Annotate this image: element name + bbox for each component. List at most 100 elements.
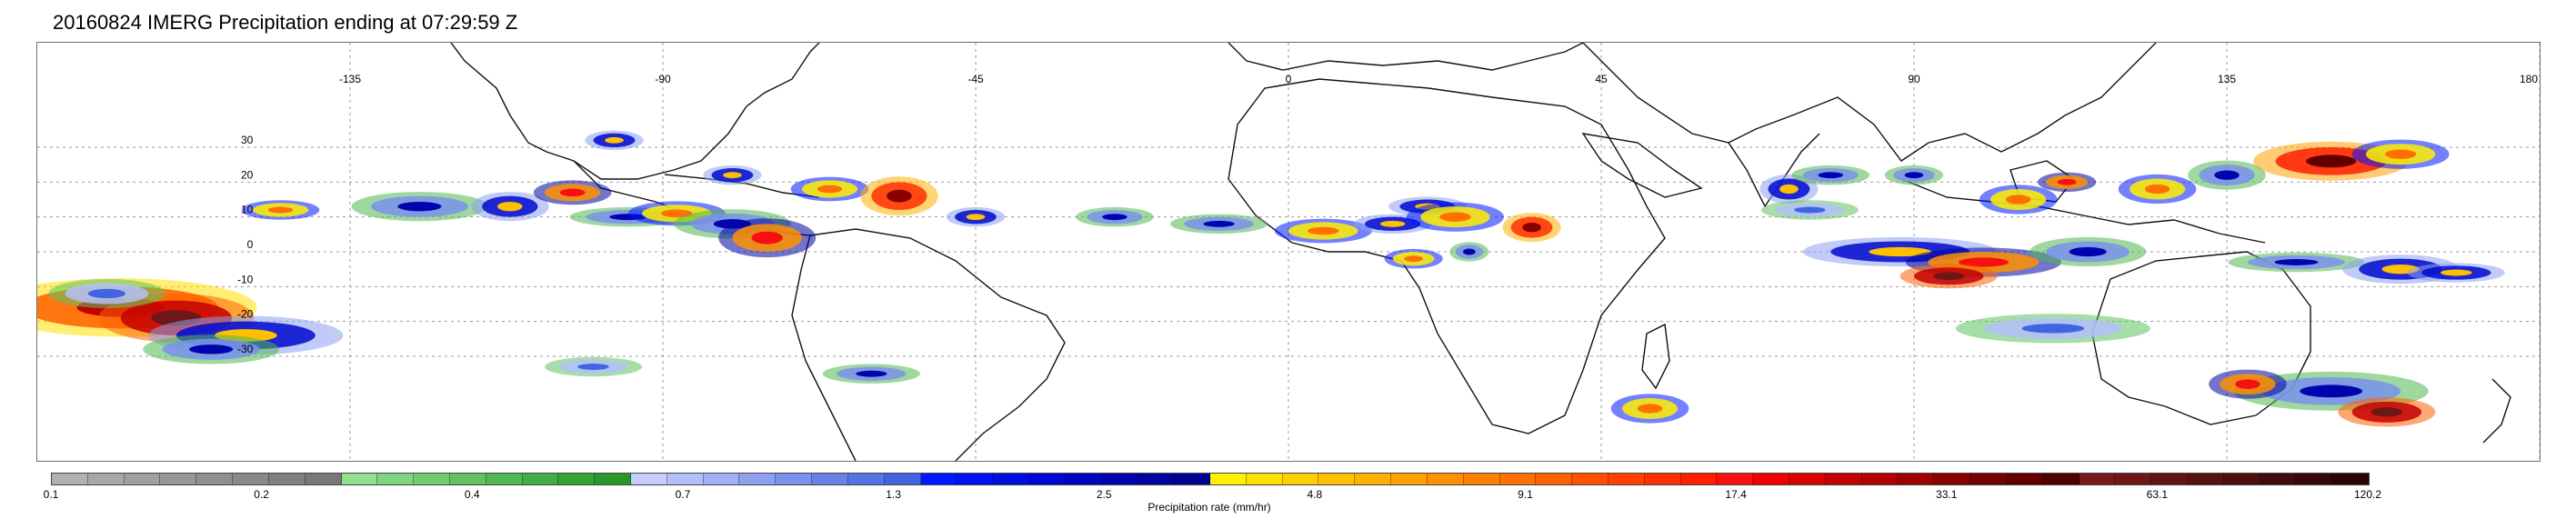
colorbar-segment [1028, 474, 1066, 484]
lat-tick-label: 10 [241, 204, 254, 216]
precip-cell-core [267, 206, 294, 214]
colorbar-segment [124, 474, 161, 484]
colorbar-segment [957, 474, 994, 484]
coastline-madagascar [1641, 323, 1670, 390]
colorbar-segment [1572, 474, 1609, 484]
colorbar-segment [486, 474, 523, 484]
lat-tick-label: 30 [241, 134, 254, 146]
precip-cell-core [1779, 184, 1799, 195]
colorbar-segment [776, 474, 813, 484]
precip-cell-core [1522, 222, 1541, 233]
colorbar-tick-label: 9.1 [1518, 488, 1533, 501]
precip-cell-core [189, 344, 234, 354]
precip-cell-core [2300, 384, 2363, 398]
colorbar-segment [1138, 474, 1175, 484]
precipitation-layer [37, 130, 2505, 427]
precip-cell-core [1869, 246, 1932, 257]
precip-cell-core [559, 188, 586, 197]
precip-cell-core [2306, 155, 2357, 168]
precip-cell-core [2144, 184, 2170, 195]
colorbar-segment [739, 474, 777, 484]
lon-tick-label: 90 [1908, 73, 1920, 85]
precip-cell-core [1637, 404, 1663, 414]
lon-tick-label: 0 [1286, 73, 1292, 85]
colorbar-segment [847, 474, 885, 484]
lon-tick-label: 180 [2520, 73, 2538, 85]
colorbar-tick-label: 120.2 [2353, 488, 2382, 501]
colorbar-segment [2296, 474, 2333, 484]
precip-cell-core [577, 364, 609, 370]
colorbar-tick-label: 2.5 [1096, 488, 1112, 501]
precip-cell-core [2021, 324, 2085, 334]
colorbar-segment [1825, 474, 1862, 484]
lon-tick-label: 45 [1595, 73, 1608, 85]
colorbar-segment [196, 474, 234, 484]
lat-tick-label: 20 [241, 168, 254, 181]
precipitation-map: 30 20 10 0 -10 -20 -30 -135 -90 -45 0 45 90 135 180 [36, 42, 2541, 462]
colorbar-tick-label: 0.1 [43, 488, 59, 501]
colorbar-segment [1861, 474, 1899, 484]
lon-tick-label: -45 [967, 73, 984, 85]
colorbar-segment [233, 474, 269, 484]
longitude-labels: -135 -90 -45 0 45 90 135 180 [339, 73, 2538, 85]
colorbar-segment [1282, 474, 1319, 484]
colorbar-label: Precipitation rate (mm/hr) [1148, 501, 1271, 514]
colorbar-segment [2006, 474, 2043, 484]
precip-cell-core [1102, 214, 1128, 221]
colorbar-segment [1789, 474, 1826, 484]
colorbar-segment [87, 474, 125, 484]
coastline-north-america [450, 43, 820, 180]
colorbar-tick-label: 4.8 [1307, 488, 1323, 501]
colorbar-segment [2260, 474, 2297, 484]
precip-cell-core [1404, 255, 1423, 263]
coastline-new-zealand [2482, 378, 2511, 444]
precip-cell-core [2274, 259, 2319, 265]
colorbar-segment [305, 474, 342, 484]
colorbar-segment [522, 474, 559, 484]
colorbar-segment [1174, 474, 1210, 484]
coastline-africa [1228, 78, 1666, 434]
precip-cell-core [2235, 379, 2260, 389]
colorbar-tick-label: 0.2 [254, 488, 269, 501]
precip-cell-core [817, 185, 843, 194]
colorbar-segment [2151, 474, 2188, 484]
colorbar-segment [1970, 474, 2007, 484]
colorbar-segment [341, 474, 378, 484]
precip-cell-core [887, 189, 912, 203]
gridlines [37, 43, 2540, 461]
precip-cell-core [1439, 212, 1471, 222]
precip-cell-core [966, 214, 986, 221]
precip-cell-core [1203, 220, 1235, 227]
colorbar-segment [884, 474, 921, 484]
precip-cell-core [723, 172, 742, 179]
colorbar [51, 473, 2370, 485]
colorbar-segment [2079, 474, 2116, 484]
colorbar-segment [1427, 474, 1464, 484]
precip-cell-core [2384, 149, 2417, 159]
colorbar-segment [993, 474, 1029, 484]
colorbar-segment [667, 474, 704, 484]
precip-cell-core [605, 136, 624, 144]
colorbar-segment [595, 474, 631, 484]
colorbar-segment [1536, 474, 1573, 484]
lat-tick-label: -30 [237, 343, 254, 355]
colorbar-segment [631, 474, 667, 484]
lat-tick-label: -20 [237, 308, 254, 321]
precip-cell-core [2214, 170, 2240, 180]
precip-cell-core [2371, 407, 2403, 417]
colorbar-segment [1499, 474, 1537, 484]
lat-tick-label: 0 [247, 238, 254, 251]
colorbar-segment [1608, 474, 1645, 484]
precip-cell-core [1933, 272, 1965, 281]
colorbar-segment [377, 474, 415, 484]
colorbar-tick-label: 1.3 [886, 488, 901, 501]
colorbar-segment [414, 474, 450, 484]
coastline-indonesia [1900, 178, 2266, 244]
precip-cell-core [751, 231, 783, 245]
precip-cell-core [397, 201, 442, 212]
precip-cell-core [497, 201, 523, 212]
colorbar-segment [268, 474, 306, 484]
colorbar-segment [1065, 474, 1102, 484]
colorbar-segment [1898, 474, 1935, 484]
map-title: 20160824 IMERG Precipitation ending at 0… [53, 11, 518, 34]
